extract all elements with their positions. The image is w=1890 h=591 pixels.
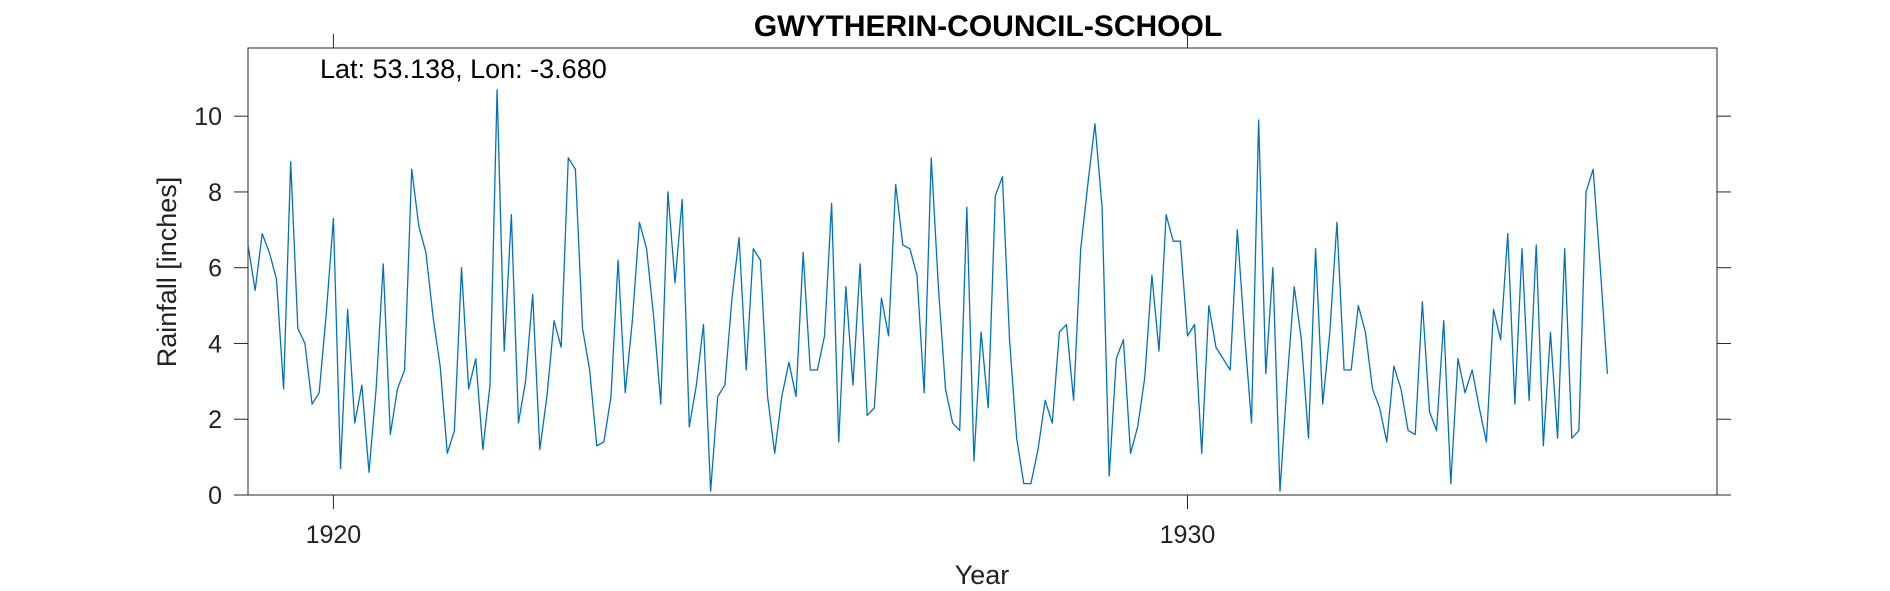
y-axis: 0 2 4 6 8 10 (194, 103, 1731, 510)
plot-area (247, 47, 1718, 496)
y-tick-label: 6 (208, 255, 222, 283)
location-annotation: Lat: 53.138, Lon: -3.680 (320, 54, 607, 84)
y-axis-label: Rainfall [inches] (152, 177, 182, 368)
y-tick-label: 0 (208, 482, 222, 510)
x-axis-label: Year (955, 560, 1010, 590)
rainfall-series-line (247, 89, 1609, 492)
x-tick-label: 1930 (1160, 521, 1216, 549)
y-tick-label: 8 (208, 179, 222, 207)
y-tick-label: 4 (208, 330, 222, 358)
y-tick-label: 10 (194, 103, 222, 131)
x-tick-label: 1920 (306, 521, 362, 549)
y-tick-label: 2 (208, 406, 222, 434)
chart-title: GWYTHERIN-COUNCIL-SCHOOL (754, 10, 1222, 43)
x-axis: 1920 1930 (306, 34, 1216, 549)
